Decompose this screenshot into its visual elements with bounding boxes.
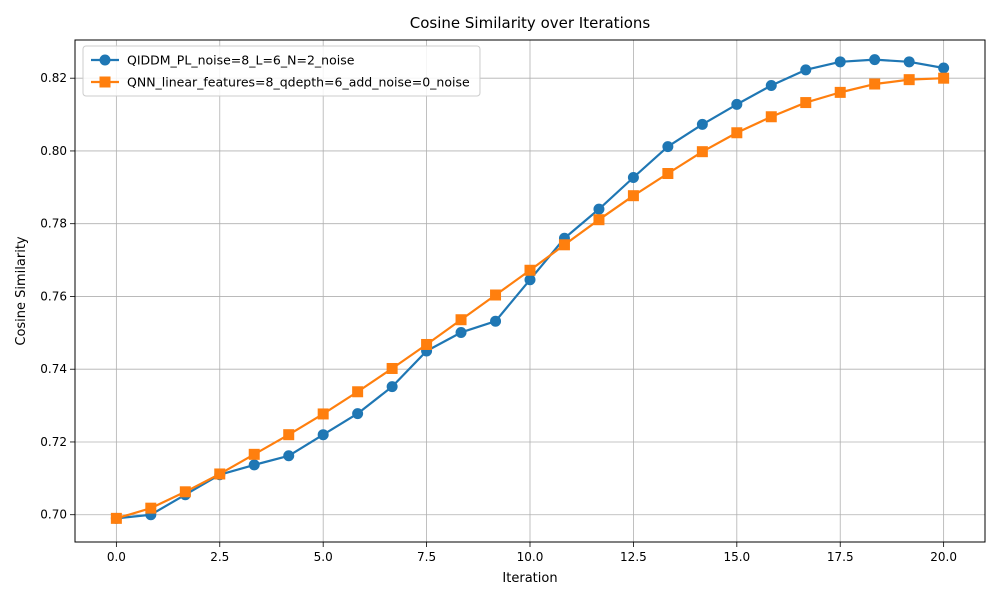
data-point bbox=[248, 459, 260, 471]
x-tick-label: 5.0 bbox=[314, 550, 333, 564]
data-point bbox=[731, 127, 743, 139]
data-point bbox=[386, 362, 398, 374]
chart-title: Cosine Similarity over Iterations bbox=[410, 14, 651, 32]
data-point bbox=[593, 214, 605, 226]
data-point bbox=[317, 408, 329, 420]
data-point bbox=[558, 239, 570, 251]
data-point bbox=[421, 338, 433, 350]
y-tick-label: 0.76 bbox=[40, 289, 67, 303]
x-tick-label: 20.0 bbox=[930, 550, 957, 564]
y-tick-label: 0.72 bbox=[40, 435, 67, 449]
axes: 0.0 2.5 5.0 7.5 10.0 12.5 15.0 17.5 20.0 0.70 0.72… bbox=[40, 71, 957, 564]
legend-label: QNN_linear_features=8_qdepth=6_add_noise… bbox=[127, 75, 470, 90]
x-tick-label: 12.5 bbox=[620, 550, 647, 564]
x-tick-label: 2.5 bbox=[210, 550, 229, 564]
data-point bbox=[662, 141, 674, 153]
data-point bbox=[524, 274, 536, 286]
x-axis-title: Iteration bbox=[502, 571, 557, 586]
data-point bbox=[627, 190, 639, 202]
data-point bbox=[352, 386, 364, 398]
y-tick-label: 0.74 bbox=[40, 362, 67, 376]
data-point bbox=[869, 78, 881, 90]
data-point bbox=[455, 314, 467, 326]
data-point bbox=[800, 64, 812, 76]
data-point bbox=[524, 264, 536, 276]
x-tick-label: 17.5 bbox=[827, 550, 854, 564]
data-point bbox=[765, 79, 777, 91]
data-point bbox=[317, 429, 329, 441]
data-point bbox=[696, 118, 708, 130]
y-axis-title: Cosine Similarity bbox=[14, 236, 29, 346]
data-point bbox=[938, 72, 950, 84]
y-tick-label: 0.78 bbox=[40, 217, 67, 231]
data-point bbox=[869, 54, 881, 66]
data-point bbox=[248, 448, 260, 460]
legend-label: QIDDM_PL_noise=8_L=6_N=2_noise bbox=[127, 53, 355, 68]
x-tick-label: 7.5 bbox=[417, 550, 436, 564]
legend-item: QIDDM_PL_noise=8_L=6_N=2_noise bbox=[91, 53, 355, 68]
y-tick-label: 0.80 bbox=[40, 144, 67, 158]
data-point bbox=[593, 203, 605, 215]
data-point bbox=[800, 97, 812, 109]
data-point bbox=[903, 56, 915, 68]
data-point bbox=[627, 172, 639, 184]
data-point bbox=[145, 502, 157, 514]
x-tick-label: 0.0 bbox=[107, 550, 126, 564]
legend-box bbox=[82, 45, 481, 97]
series-2 bbox=[110, 72, 950, 524]
legend-marker bbox=[99, 76, 111, 88]
y-tick-label: 0.70 bbox=[40, 508, 67, 522]
grid bbox=[75, 40, 985, 542]
data-point bbox=[283, 429, 295, 441]
data-point bbox=[214, 468, 226, 480]
legend-marker bbox=[99, 54, 111, 66]
data-point bbox=[352, 408, 364, 420]
data-point bbox=[386, 381, 398, 393]
legend: QIDDM_PL_noise=8_L=6_N=2_noise QNN_linear… bbox=[82, 45, 481, 97]
data-point bbox=[696, 146, 708, 158]
data-point bbox=[283, 450, 295, 462]
data-point bbox=[731, 98, 743, 110]
data-point bbox=[179, 486, 191, 498]
legend-item: QNN_linear_features=8_qdepth=6_add_noise… bbox=[91, 75, 470, 90]
data-point bbox=[765, 111, 777, 123]
data-point bbox=[938, 62, 950, 74]
data-point bbox=[834, 86, 846, 98]
x-tick-label: 10.0 bbox=[517, 550, 544, 564]
data-point bbox=[662, 168, 674, 180]
x-tick-label: 15.0 bbox=[723, 550, 750, 564]
data-point bbox=[455, 326, 467, 338]
data-point bbox=[903, 74, 915, 86]
y-tick-label: 0.82 bbox=[40, 71, 67, 85]
data-point bbox=[490, 289, 502, 301]
series-layer bbox=[110, 54, 950, 524]
data-point bbox=[490, 315, 502, 327]
data-point bbox=[834, 56, 846, 68]
data-point bbox=[110, 512, 122, 524]
